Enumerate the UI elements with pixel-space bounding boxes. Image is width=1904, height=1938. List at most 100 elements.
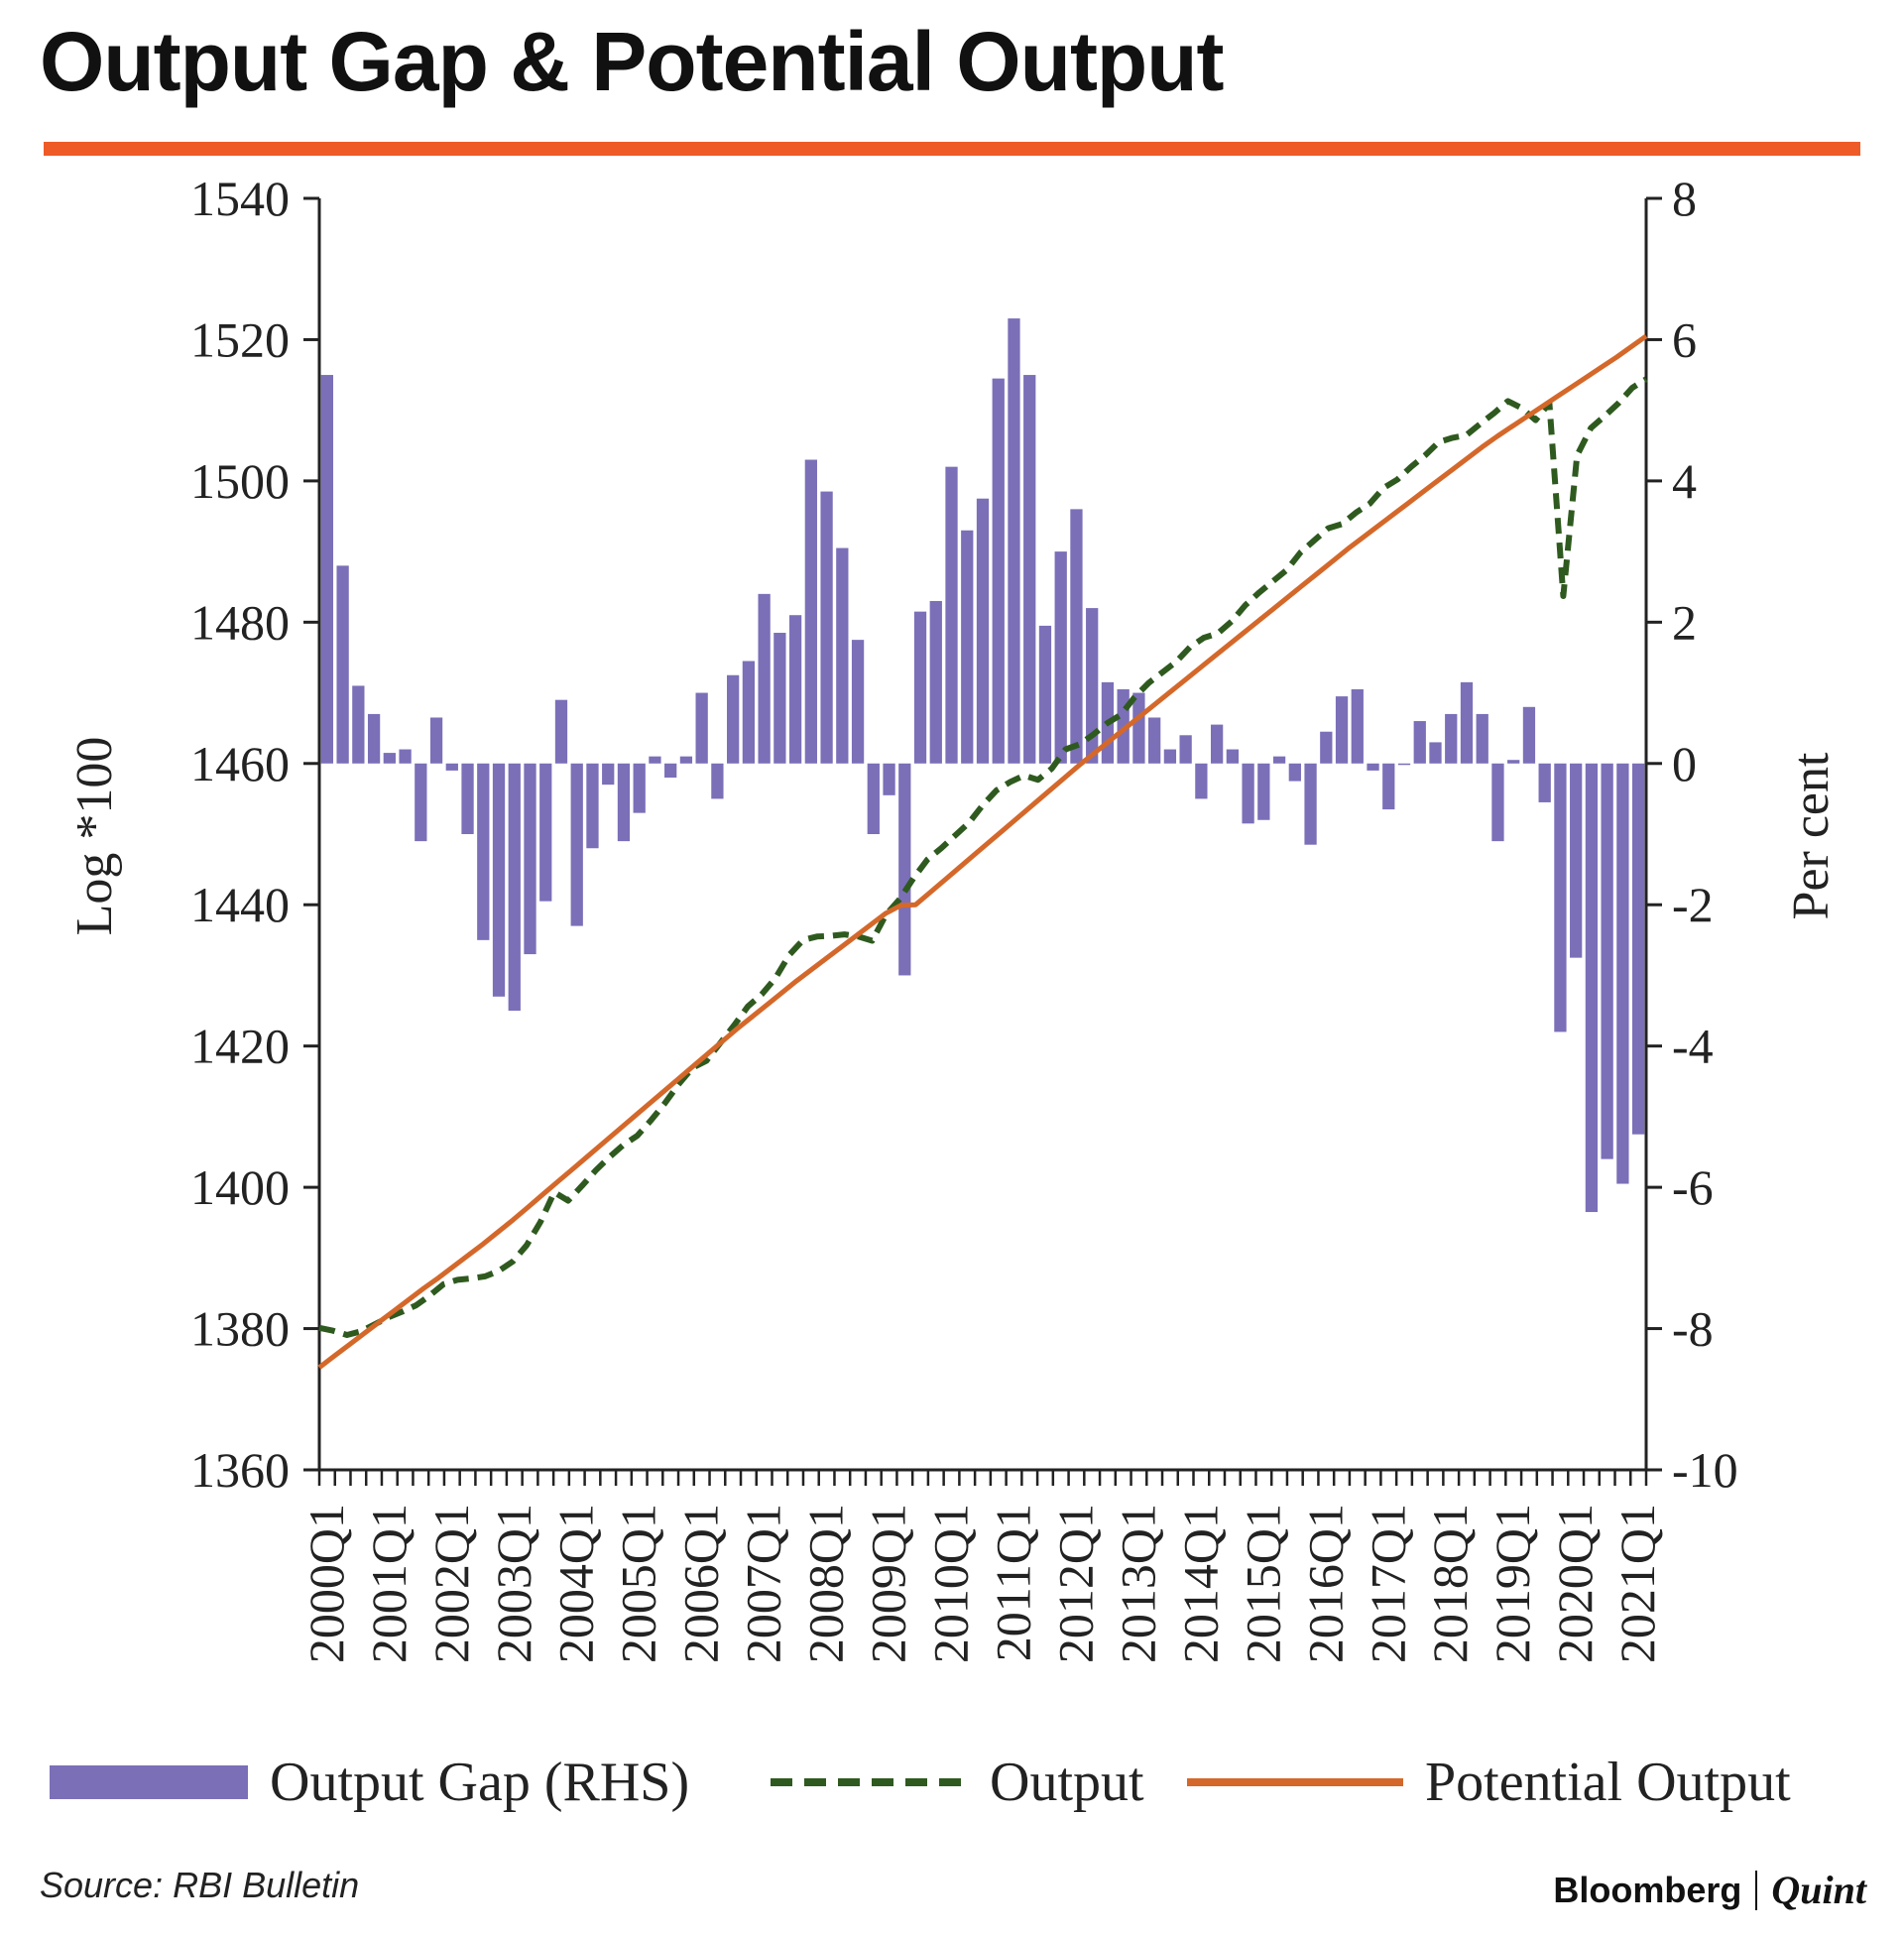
x-axis-tick-label: 2015Q1 [1235, 1504, 1290, 1663]
right-axis-tick-label: 0 [1672, 736, 1697, 791]
output-gap-bar [867, 763, 880, 834]
left-axis-title: Log *100 [66, 737, 123, 936]
output-gap-bar [1351, 688, 1364, 764]
legend-label-output: Output [990, 1752, 1144, 1813]
left-axis-tick-label: 1480 [190, 594, 290, 650]
x-axis-tick-label: 2000Q1 [298, 1504, 354, 1663]
output-gap-bar [477, 763, 490, 940]
output-gap-bar [1179, 735, 1192, 764]
output-gap-bar [1226, 749, 1239, 764]
output-gap-bar [929, 600, 942, 764]
x-axis-tick-label: 2008Q1 [798, 1504, 854, 1663]
legend-item-potential-output: Potential Output [1185, 1748, 1791, 1817]
x-axis-tick-label: 2012Q1 [1047, 1504, 1103, 1663]
output-gap-bar [1288, 763, 1301, 782]
output-gap-bar [429, 717, 443, 764]
output-gap-bar [1429, 742, 1442, 764]
source-note: Source: RBI Bulletin [40, 1865, 360, 1905]
output-line [318, 376, 1648, 1338]
output-gap-bar [383, 753, 396, 764]
output-gap-bar [1163, 749, 1177, 764]
right-axis-tick-label: -8 [1672, 1301, 1714, 1357]
output-gap-bar [1008, 318, 1020, 764]
right-axis-tick-label: -6 [1672, 1159, 1714, 1215]
legend-item-output-gap: Output Gap (RHS) [50, 1748, 689, 1817]
output-gap-bar [649, 756, 661, 764]
x-axis-tick-label: 2004Q1 [548, 1504, 604, 1663]
x-axis-tick-label: 2009Q1 [861, 1504, 916, 1663]
x-axis-tick-label: 2014Q1 [1172, 1504, 1228, 1663]
title-underline [44, 142, 1860, 156]
output-gap-bar [524, 763, 536, 955]
legend: Output Gap (RHS) Output Potential Output [50, 1748, 1874, 1817]
brand-divider [1755, 1870, 1758, 1910]
left-axis-tick-label: 1540 [190, 171, 290, 226]
x-axis-tick-label: 2019Q1 [1485, 1504, 1540, 1663]
x-axis-tick-label: 2017Q1 [1360, 1504, 1415, 1663]
x-axis-tick-label: 2003Q1 [486, 1504, 541, 1663]
output-gap-bar [539, 763, 552, 902]
legend-swatch-bars [50, 1765, 248, 1799]
output-gap-bar [883, 763, 895, 795]
left-axis-tick-label: 1440 [190, 877, 290, 932]
output-gap-bar [461, 763, 474, 834]
output-gap-bar [804, 459, 817, 764]
legend-item-output: Output [769, 1748, 1144, 1817]
output-gap-bar [664, 763, 677, 779]
left-axis-tick-label: 1360 [190, 1442, 290, 1498]
output-gap-bar [1554, 763, 1567, 1032]
output-gap-bar [633, 763, 646, 813]
legend-label-potential-output: Potential Output [1425, 1752, 1791, 1813]
output-gap-bar [1038, 625, 1052, 764]
output-gap-bar [774, 633, 786, 764]
output-gap-bar [586, 763, 599, 849]
x-axis-tick-label: 2020Q1 [1547, 1504, 1603, 1663]
output-gap-bar [742, 661, 756, 764]
output-gap-bar [617, 763, 631, 842]
output-gap-bar [320, 375, 334, 764]
potential-output-line [317, 333, 1648, 1370]
output-gap-bar [1257, 763, 1270, 820]
output-gap-bar [1476, 713, 1488, 764]
output-gap-bar [1413, 721, 1426, 764]
output-gap-bar [1631, 763, 1645, 1135]
output-gap-bar [1148, 717, 1161, 764]
output-gap-bar [1491, 763, 1504, 842]
x-axis-tick-label: 2001Q1 [361, 1504, 416, 1663]
output-gap-bar [913, 611, 927, 764]
output-gap-bar [1086, 608, 1099, 764]
output-gap-bar [1132, 692, 1145, 764]
output-gap-bar [1272, 756, 1286, 764]
x-axis: 2000Q1 2001Q1 2002Q1 2003Q1 2004Q1 2005Q1 2006… [298, 1468, 1665, 1663]
output-gap-bar [1445, 713, 1458, 764]
right-axis-tick-label: 6 [1672, 311, 1697, 367]
output-gap-bar [1382, 763, 1395, 810]
output-gap-bar [788, 615, 802, 764]
output-gap-bar [352, 685, 365, 764]
brand-quint: Quint [1771, 1868, 1866, 1912]
left-axis-tick-label: 1520 [190, 311, 290, 367]
output-gap-bar [711, 763, 724, 799]
legend-swatch-solid-line [1187, 1778, 1403, 1786]
output-gap-bar [1522, 706, 1536, 764]
output-gap-bar [367, 713, 381, 764]
output-gap-bar [1320, 731, 1333, 764]
output-gap-bar [1242, 763, 1254, 824]
output-gap-bar [508, 763, 521, 1012]
x-axis-tick-label: 2002Q1 [423, 1504, 479, 1663]
left-axis-tick-label: 1380 [190, 1301, 290, 1357]
output-gap-bar [727, 674, 740, 764]
left-axis-tick-label: 1460 [190, 736, 290, 791]
output-gap-bar [836, 547, 849, 764]
output-gap-bar [415, 763, 427, 842]
x-axis-tick-label: 2016Q1 [1297, 1504, 1353, 1663]
left-axis-tick-label: 1500 [190, 453, 290, 509]
right-axis-tick-label: 2 [1672, 594, 1697, 650]
x-axis-tick-label: 2007Q1 [736, 1504, 791, 1663]
output-gap-bar [570, 763, 583, 926]
output-gap-bar [695, 692, 708, 764]
output-gap-bar [758, 593, 771, 764]
legend-swatch-dashed-line [771, 1778, 970, 1786]
output-gap-bar [898, 763, 911, 976]
output-gap-bar [554, 699, 568, 764]
